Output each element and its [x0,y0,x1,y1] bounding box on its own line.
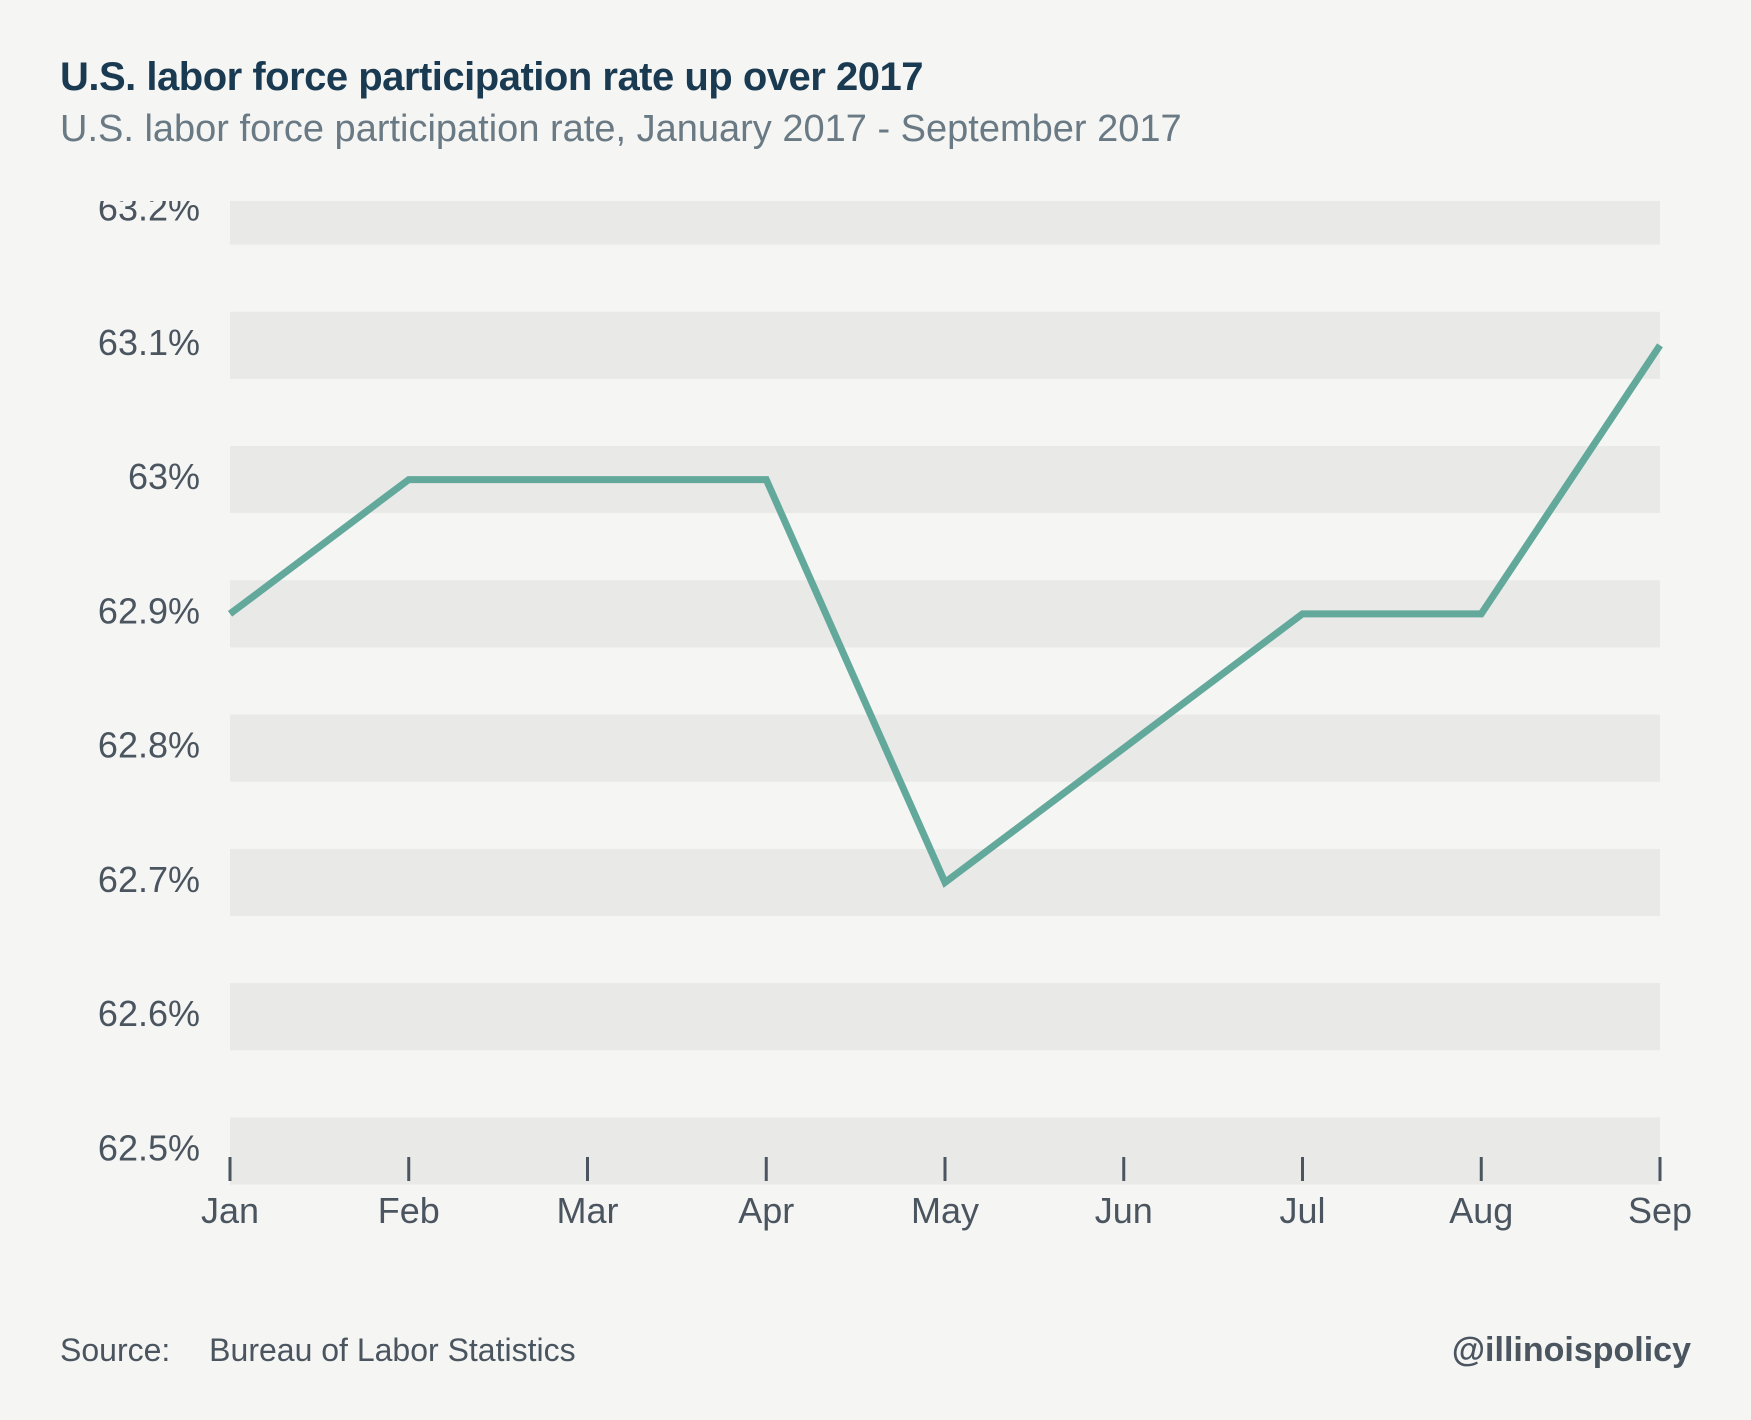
source-value: Bureau of Labor Statistics [209,1332,575,1368]
x-tick-label: Jun [1095,1190,1153,1231]
chart-subtitle: U.S. labor force participation rate, Jan… [60,108,1691,151]
y-tick-label: 63.2% [98,201,200,229]
y-tick-label: 62.8% [98,725,200,766]
attribution: @illinoispolicy [1452,1331,1691,1370]
grid-band [230,983,1660,1050]
x-tick-label: Feb [378,1190,440,1231]
x-tick-label: Jul [1279,1190,1325,1231]
x-tick-label: Aug [1449,1190,1513,1231]
y-tick-label: 63% [128,456,200,497]
x-tick-label: Mar [557,1190,619,1231]
grid-band [230,715,1660,782]
line-chart-svg: 62.5% 62.6% 62.7% 62.8% 62.9% 63% 63.1% 63.2% Ja… [60,201,1691,1251]
x-tick-label: Sep [1628,1190,1691,1231]
chart-header: U.S. labor force participation rate up o… [60,55,1691,151]
y-tick-label: 63.1% [98,322,200,363]
x-tick-label: Jan [201,1190,259,1231]
y-tick-label: 62.6% [98,993,200,1034]
source-block: Source: Bureau of Labor Statistics [60,1332,576,1369]
y-tick-label: 62.5% [98,1128,200,1169]
y-tick-label: 62.7% [98,859,200,900]
grid-band [230,312,1660,379]
chart-title: U.S. labor force participation rate up o… [60,55,1691,100]
source-label: Source: [60,1332,170,1368]
chart-area: 62.5% 62.6% 62.7% 62.8% 62.9% 63% 63.1% 63.2% Ja… [60,201,1691,1301]
grid-band [230,201,1660,245]
y-tick-label: 62.9% [98,590,200,631]
x-tick-label: May [911,1190,979,1231]
chart-footer: Source: Bureau of Labor Statistics @illi… [60,1331,1691,1370]
x-tick-label: Apr [738,1190,794,1231]
